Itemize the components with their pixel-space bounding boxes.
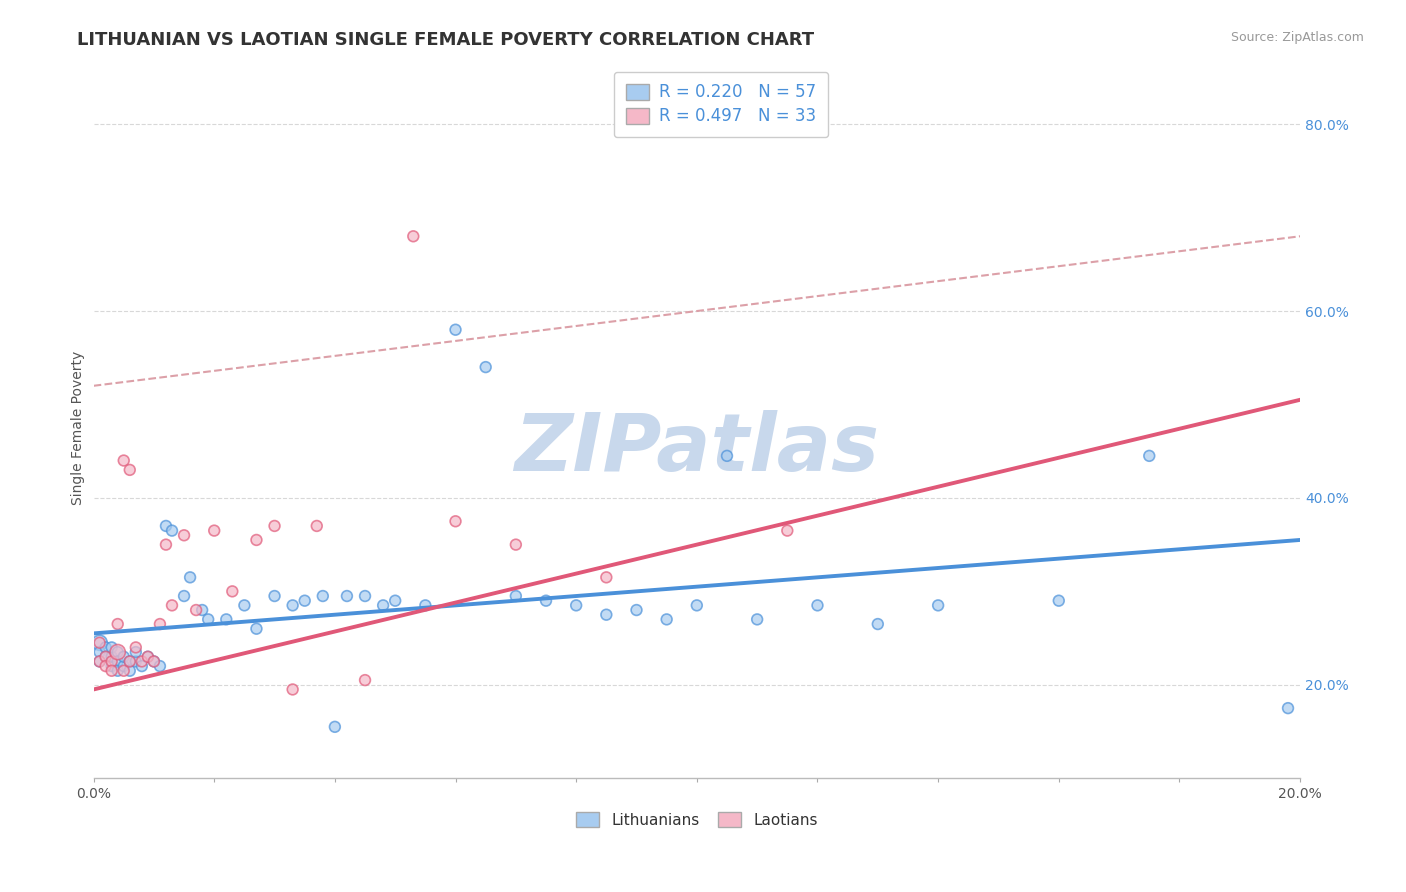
Point	[505, 589, 527, 603]
Point	[776, 524, 799, 538]
Point	[1137, 449, 1160, 463]
Point	[118, 655, 141, 669]
Point	[312, 589, 335, 603]
Point	[173, 589, 195, 603]
Point	[100, 655, 122, 669]
Point	[142, 655, 165, 669]
Point	[806, 599, 828, 613]
Point	[112, 453, 135, 467]
Text: Source: ZipAtlas.com: Source: ZipAtlas.com	[1230, 31, 1364, 45]
Point	[233, 599, 256, 613]
Point	[112, 664, 135, 678]
Point	[107, 655, 129, 669]
Point	[281, 599, 304, 613]
Y-axis label: Single Female Poverty: Single Female Poverty	[72, 351, 86, 505]
Point	[323, 720, 346, 734]
Point	[131, 655, 153, 669]
Point	[565, 599, 588, 613]
Point	[100, 649, 122, 664]
Point	[107, 645, 129, 659]
Point	[179, 570, 201, 584]
Point	[131, 659, 153, 673]
Point	[305, 519, 328, 533]
Point	[245, 533, 267, 547]
Point	[354, 589, 377, 603]
Point	[336, 589, 359, 603]
Point	[94, 659, 117, 673]
Point	[202, 524, 225, 538]
Point	[112, 649, 135, 664]
Point	[118, 655, 141, 669]
Point	[89, 655, 111, 669]
Point	[595, 570, 617, 584]
Point	[444, 323, 467, 337]
Point	[142, 655, 165, 669]
Point	[136, 649, 159, 664]
Point	[747, 612, 769, 626]
Point	[415, 599, 437, 613]
Point	[215, 612, 238, 626]
Point	[149, 617, 172, 632]
Point	[221, 584, 243, 599]
Point	[191, 603, 214, 617]
Point	[107, 664, 129, 678]
Point	[384, 593, 406, 607]
Point	[197, 612, 219, 626]
Point	[173, 528, 195, 542]
Point	[149, 659, 172, 673]
Point	[281, 682, 304, 697]
Point	[89, 636, 111, 650]
Point	[263, 589, 285, 603]
Point	[1277, 701, 1299, 715]
Point	[89, 636, 111, 650]
Point	[112, 659, 135, 673]
Point	[94, 640, 117, 655]
Point	[263, 519, 285, 533]
Text: ZIPatlas: ZIPatlas	[515, 409, 879, 488]
Text: LITHUANIAN VS LAOTIAN SINGLE FEMALE POVERTY CORRELATION CHART: LITHUANIAN VS LAOTIAN SINGLE FEMALE POVE…	[77, 31, 814, 49]
Point	[125, 645, 148, 659]
Point	[100, 664, 122, 678]
Point	[444, 514, 467, 528]
Point	[125, 655, 148, 669]
Point	[94, 649, 117, 664]
Point	[534, 593, 557, 607]
Point	[155, 538, 177, 552]
Point	[107, 617, 129, 632]
Legend: Lithuanians, Laotians: Lithuanians, Laotians	[569, 805, 824, 834]
Point	[595, 607, 617, 622]
Point	[184, 603, 207, 617]
Point	[160, 524, 183, 538]
Point	[294, 593, 316, 607]
Point	[89, 645, 111, 659]
Point	[716, 449, 738, 463]
Point	[118, 463, 141, 477]
Point	[626, 603, 648, 617]
Point	[655, 612, 678, 626]
Point	[373, 599, 395, 613]
Point	[354, 673, 377, 687]
Point	[927, 599, 949, 613]
Point	[89, 655, 111, 669]
Point	[118, 664, 141, 678]
Point	[686, 599, 709, 613]
Point	[94, 649, 117, 664]
Point	[125, 640, 148, 655]
Point	[136, 649, 159, 664]
Point	[100, 659, 122, 673]
Point	[1047, 593, 1070, 607]
Point	[155, 519, 177, 533]
Point	[160, 599, 183, 613]
Point	[505, 538, 527, 552]
Point	[474, 360, 496, 375]
Point	[107, 645, 129, 659]
Point	[100, 640, 122, 655]
Point	[245, 622, 267, 636]
Point	[402, 229, 425, 244]
Point	[866, 617, 889, 632]
